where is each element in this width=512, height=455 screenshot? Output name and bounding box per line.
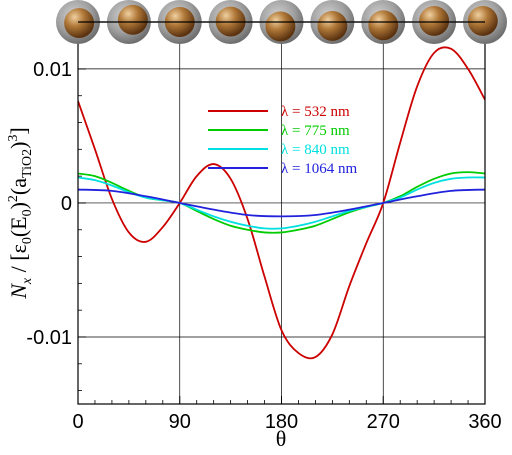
sphere-core (317, 10, 348, 41)
y-label-lead: N (6, 283, 31, 300)
series-line-2 (78, 176, 485, 230)
x-tick-label: 0 (72, 411, 83, 433)
x-tick-label: 90 (169, 411, 191, 433)
sphere-core (117, 4, 148, 35)
x-axis-label: θ (276, 426, 287, 451)
sphere-core (368, 10, 399, 41)
series-line-3 (78, 188, 485, 218)
y-label-mid2-sub: 0 (20, 209, 35, 216)
y-label-mid5: ) (6, 142, 31, 149)
legend-entry: λ = 532 nm (281, 104, 350, 120)
legend-entry: λ = 775 nm (281, 123, 350, 139)
y-tick-label: -0.01 (26, 327, 72, 349)
legend-entry: λ = 1064 nm (281, 161, 357, 177)
legend-entry: λ = 840 nm (281, 142, 350, 158)
y-label-mid4: (a (6, 178, 31, 195)
y-tick-label: 0 (61, 193, 72, 215)
sphere-core (64, 8, 95, 39)
y-label-lead-sub: x (20, 277, 35, 285)
y-label-mid3: ) (6, 202, 31, 209)
y-tick-label: 0.01 (33, 59, 72, 81)
y-label-mid3-sup: 2 (6, 195, 21, 202)
x-tick-label: 270 (367, 411, 400, 433)
sphere-marker (259, 0, 304, 44)
x-tick-label: 360 (468, 411, 501, 433)
legend: λ = 532 nm λ = 775 nm λ = 840 nm λ = 1064 n… (208, 104, 357, 177)
series-group (78, 46, 485, 360)
series-line-0 (78, 46, 485, 360)
sphere-markers (56, 0, 507, 44)
y-label-mid5-sup: 3 (6, 135, 21, 142)
sphere-core (419, 5, 450, 36)
axis-ticks: 0 90 180 270 360 0.01 0 -0.01 (26, 41, 502, 433)
y-axis-label: Nx / [ε0(E0)2(aTiO2)3] (6, 127, 35, 300)
y-label-tail: ] (6, 127, 31, 134)
y-label-mid4-sub: TiO2 (20, 149, 35, 178)
sphere-core (265, 11, 296, 42)
y-label-mid1-sub: 0 (20, 237, 35, 244)
x-tick-label: 180 (265, 411, 298, 433)
y-label-mid2: (E (6, 216, 31, 237)
grid-lines (77, 22, 486, 404)
y-label-mid1: / [ε (6, 244, 31, 278)
sphere-core (467, 5, 498, 36)
